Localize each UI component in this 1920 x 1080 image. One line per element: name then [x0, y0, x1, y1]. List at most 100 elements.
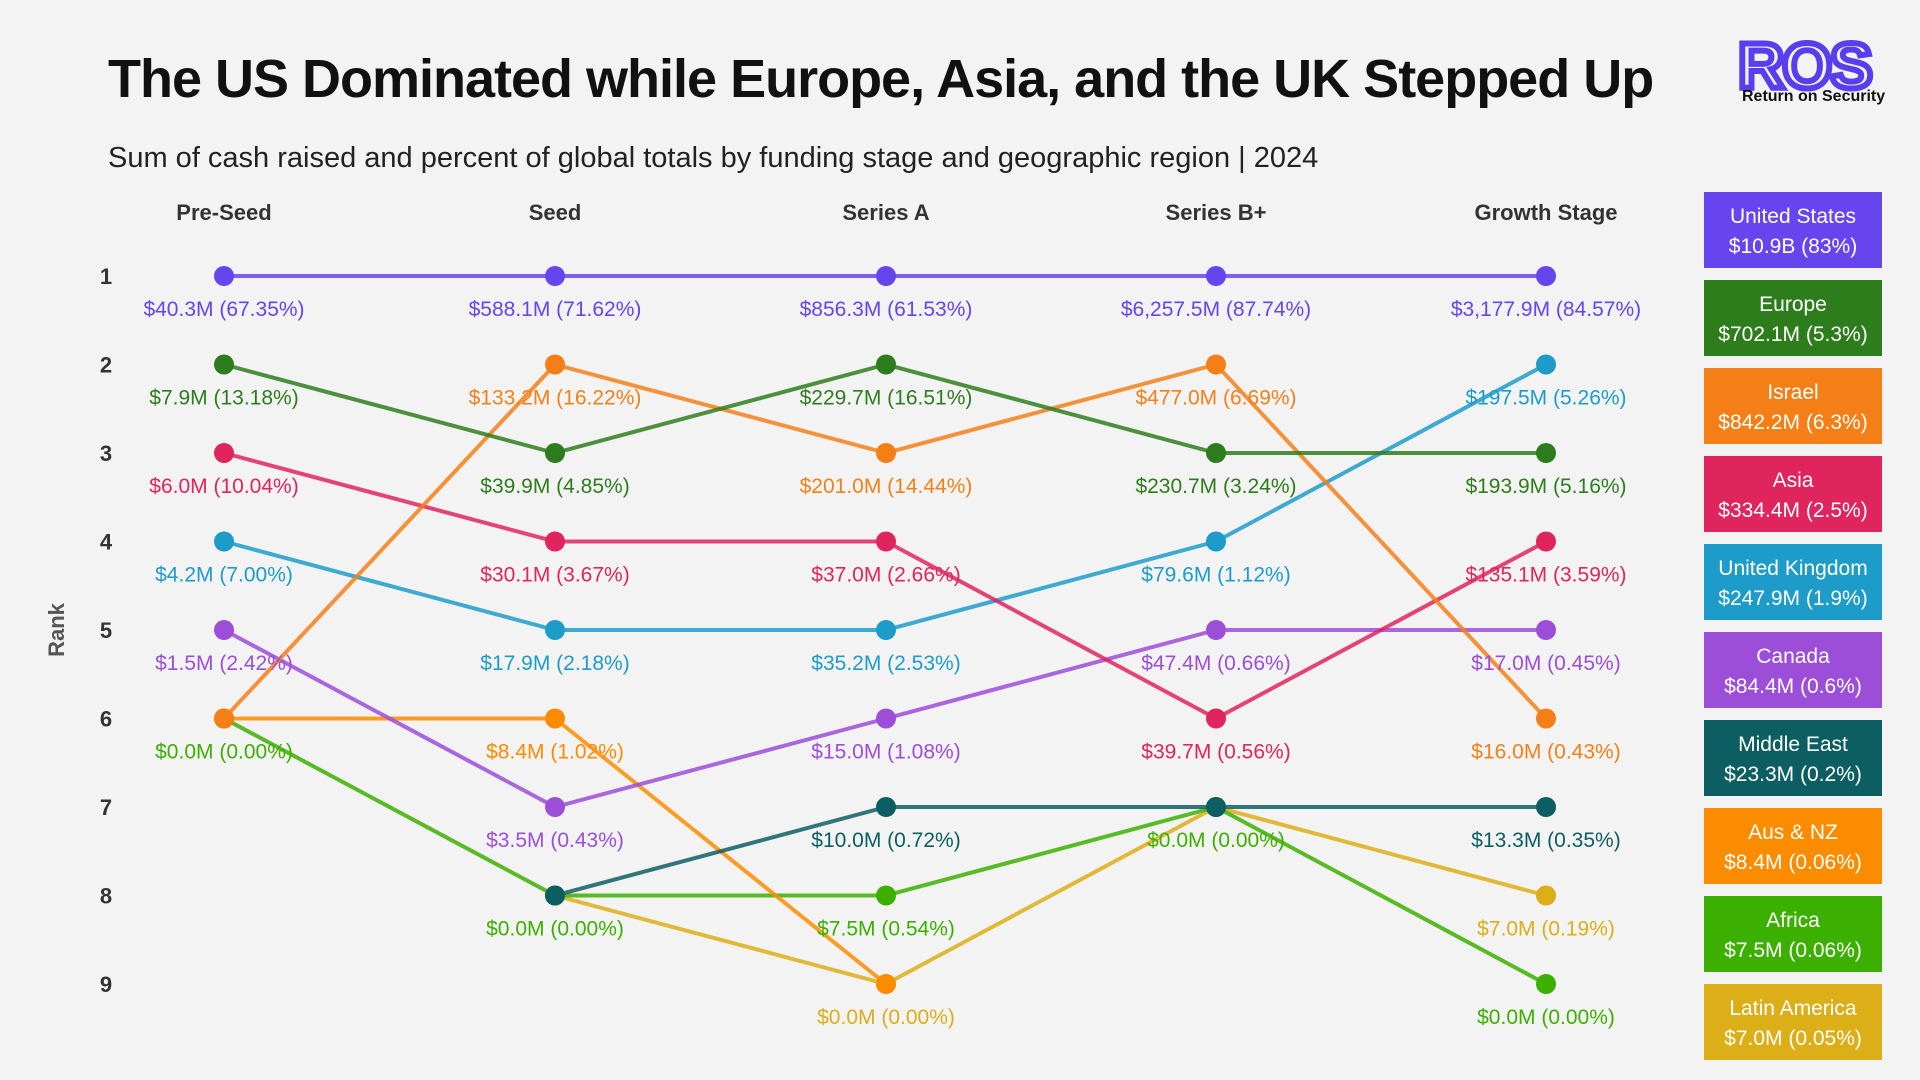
series-line-middle-east: [554, 805, 1546, 898]
point-united-states-growth-stage: [1536, 266, 1556, 286]
data-label-africa-series-b-: $0.0M (0.00%): [1147, 829, 1285, 852]
rank-tick-9: 9: [100, 972, 112, 997]
legend-item-middle-east: Middle East $23.3M (0.2%): [1704, 720, 1882, 796]
data-label-united-states-pre-seed: $40.3M (67.35%): [143, 298, 304, 321]
legend-name: Aus & NZ: [1748, 821, 1838, 844]
point-united-kingdom-series-a: [876, 620, 896, 640]
legend-value: $334.4M (2.5%): [1718, 499, 1868, 522]
data-label-united-kingdom-series-b-: $79.6M (1.12%): [1141, 564, 1290, 587]
data-label-israel-growth-stage: $16.0M (0.43%): [1471, 741, 1620, 764]
point-canada-growth-stage: [1536, 620, 1556, 640]
point-asia-series-a: [876, 531, 896, 552]
point-united-kingdom-series-b-: [1206, 531, 1226, 552]
rank-tick-2: 2: [100, 353, 112, 378]
legend-value: $702.1M (5.3%): [1718, 323, 1868, 346]
data-label-europe-growth-stage: $193.9M (5.16%): [1465, 475, 1626, 498]
point-middle-east-growth-stage: [1536, 797, 1556, 817]
data-label-europe-series-b-: $230.7M (3.24%): [1135, 475, 1296, 498]
category-label-seed: Seed: [529, 200, 582, 225]
legend-value: $8.4M (0.06%): [1724, 851, 1862, 874]
point-united-states-series-b-: [1206, 266, 1226, 286]
logo-caption: Return on Security: [1742, 88, 1886, 105]
data-label-latin-america-growth-stage: $7.0M (0.19%): [1477, 918, 1615, 941]
chart-title: The US Dominated while Europe, Asia, and…: [108, 49, 1654, 109]
point-africa-growth-stage: [1536, 974, 1556, 994]
data-label-asia-seed: $30.1M (3.67%): [480, 564, 629, 587]
data-label-canada-series-b-: $47.4M (0.66%): [1141, 652, 1290, 675]
legend-value: $84.4M (0.6%): [1724, 675, 1862, 698]
point-israel-growth-stage: [1536, 708, 1556, 729]
legend-item-europe: Europe $702.1M (5.3%): [1704, 280, 1882, 356]
data-label-israel-seed: $133.2M (16.22%): [469, 387, 642, 410]
point-aus-nz-series-a: [876, 974, 896, 994]
point-united-states-seed: [545, 266, 565, 286]
data-label-asia-growth-stage: $135.1M (3.59%): [1465, 564, 1626, 587]
data-label-asia-series-a: $37.0M (2.66%): [811, 564, 960, 587]
rank-tick-4: 4: [100, 530, 113, 555]
data-label-israel-series-a: $201.0M (14.44%): [800, 475, 973, 498]
point-aus-nz-seed: [545, 708, 565, 729]
legend-name: Latin America: [1729, 997, 1857, 1020]
point-united-kingdom-growth-stage: [1536, 354, 1556, 375]
data-label-asia-series-b-: $39.7M (0.56%): [1141, 741, 1290, 764]
point-united-kingdom-pre-seed: [214, 531, 234, 552]
data-label-united-states-series-a: $856.3M (61.53%): [800, 298, 973, 321]
legend-value: $7.5M (0.06%): [1724, 939, 1862, 962]
rank-tick-1: 1: [100, 264, 112, 289]
data-label-aus-nz-seed: $8.4M (1.02%): [486, 741, 624, 764]
legend-item-latin-america: Latin America $7.0M (0.05%): [1704, 984, 1882, 1060]
legend-name: Africa: [1766, 909, 1820, 932]
point-canada-seed: [545, 797, 565, 817]
category-label-growth-stage: Growth Stage: [1474, 200, 1617, 225]
legend-name: United States: [1729, 205, 1857, 228]
point-united-states-pre-seed: [214, 266, 234, 286]
data-label-middle-east-growth-stage: $13.3M (0.35%): [1471, 829, 1620, 852]
point-israel-seed: [545, 354, 565, 375]
point-asia-growth-stage: [1536, 531, 1556, 552]
rank-tick-8: 8: [100, 884, 112, 909]
point-asia-seed: [545, 531, 565, 552]
point-asia-pre-seed: [214, 443, 234, 463]
bump-chart: Pre-Seed Seed Series A Series B+ Growth Stag…: [44, 200, 1641, 1029]
legend-item-asia: Asia $334.4M (2.5%): [1704, 456, 1882, 532]
point-africa-series-a: [876, 885, 896, 906]
series-points: [214, 266, 1556, 994]
legend: United States $10.9B (83%) Europe $702.1M (…: [1704, 192, 1882, 1072]
data-label-middle-east-series-a: $10.0M (0.72%): [811, 829, 960, 852]
rank-tick-6: 6: [100, 707, 112, 732]
data-label-united-kingdom-growth-stage: $197.5M (5.26%): [1465, 387, 1626, 410]
logo-text: ROS: [1738, 30, 1871, 102]
data-label-united-kingdom-series-a: $35.2M (2.53%): [811, 652, 960, 675]
data-label-europe-seed: $39.9M (4.85%): [480, 475, 629, 498]
rank-tick-3: 3: [100, 441, 112, 466]
data-label-europe-pre-seed: $7.9M (13.18%): [149, 387, 298, 410]
point-israel-series-a: [876, 443, 896, 463]
data-label-africa-growth-stage: $0.0M (0.00%): [1477, 1006, 1615, 1029]
category-label-pre-seed: Pre-Seed: [176, 200, 271, 225]
point-israel-series-b-: [1206, 354, 1226, 375]
legend-name: Europe: [1759, 293, 1827, 316]
data-label-africa-series-a: $7.5M (0.54%): [817, 918, 955, 941]
legend-item-israel: Israel $842.2M (6.3%): [1704, 368, 1882, 444]
point-europe-seed: [545, 443, 565, 463]
point-europe-pre-seed: [214, 354, 234, 375]
point-middle-east-seed: [545, 885, 565, 906]
point-latin-america-growth-stage: [1536, 885, 1556, 906]
point-canada-series-a: [876, 708, 896, 729]
point-europe-series-a: [876, 354, 896, 375]
chart-subtitle: Sum of cash raised and percent of global…: [108, 142, 1319, 174]
legend-item-aus-nz: Aus & NZ $8.4M (0.06%): [1704, 808, 1882, 884]
point-united-states-series-a: [876, 266, 896, 286]
point-israel-pre-seed: [214, 708, 234, 729]
legend-item-united-states: United States $10.9B (83%): [1704, 192, 1882, 268]
data-label-canada-growth-stage: $17.0M (0.45%): [1471, 652, 1620, 675]
point-united-kingdom-seed: [545, 620, 565, 640]
data-label-united-kingdom-seed: $17.9M (2.18%): [480, 652, 629, 675]
data-label-europe-series-a: $229.7M (16.51%): [800, 387, 973, 410]
data-label-canada-seed: $3.5M (0.43%): [486, 829, 624, 852]
data-label-canada-series-a: $15.0M (1.08%): [811, 741, 960, 764]
ros-logo: ROS: [1736, 30, 1876, 105]
data-label-united-states-series-b-: $6,257.5M (87.74%): [1121, 298, 1311, 321]
legend-name: Canada: [1756, 645, 1830, 668]
legend-item-united-kingdom: United Kingdom $247.9M (1.9%): [1704, 544, 1882, 620]
